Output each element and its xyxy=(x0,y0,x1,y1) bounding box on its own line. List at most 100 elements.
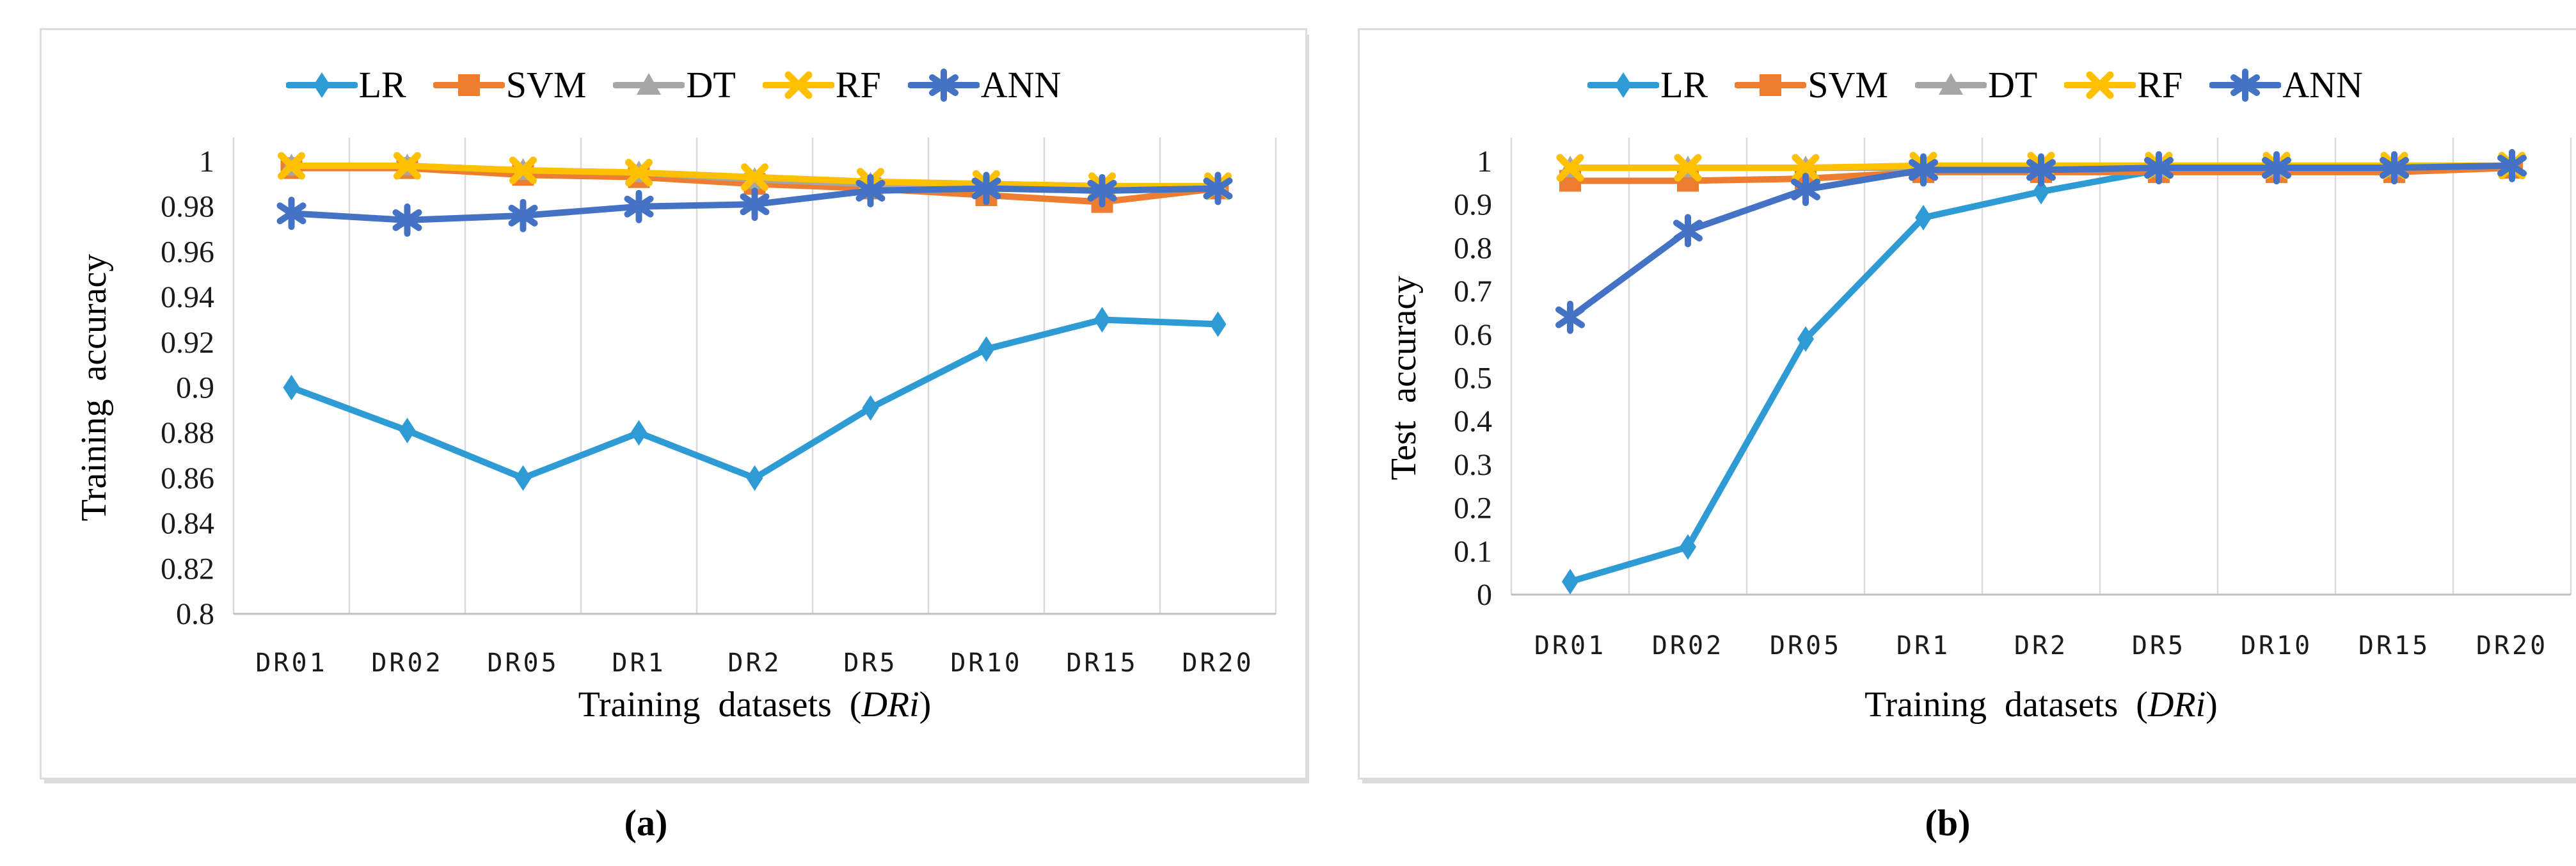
legend-label: SVM xyxy=(1808,64,1888,106)
legend-item-ann: ANN xyxy=(907,63,1061,106)
legend-item-lr: LR xyxy=(1587,63,1708,106)
x-tick-label: DR15 xyxy=(1066,648,1138,678)
legend-item-rf: RF xyxy=(2064,63,2182,106)
y-axis-title: Training accuracy xyxy=(74,254,114,522)
marker-lr xyxy=(283,374,300,401)
y-tick-label: 0 xyxy=(1477,578,1492,612)
legend-marker-glyph xyxy=(457,74,480,96)
x-tick-label: DR5 xyxy=(2132,631,2186,661)
legend-marker-lr-icon xyxy=(1587,72,1660,98)
marker-lr xyxy=(1209,311,1227,337)
legend-marker-glyph xyxy=(313,72,330,98)
legend-a: LR SVM DT RF ANN xyxy=(42,63,1305,106)
marker-rf xyxy=(278,152,305,180)
y-tick-label: 0.86 xyxy=(161,461,214,495)
y-tick-label: 0.3 xyxy=(1454,448,1492,482)
marker-ann xyxy=(2262,151,2291,185)
marker-lr xyxy=(514,465,532,491)
legend-item-svm: SVM xyxy=(433,63,586,106)
marker-rf xyxy=(1792,154,1820,182)
panel-test-accuracy: LR SVM DT RF ANN 1 0.9 0.8 0.7 0.6 0.5 0.4 0.3 0.2 0.… xyxy=(1358,28,2576,780)
legend-marker-svm-icon xyxy=(433,74,505,96)
y-tick-label: 0.8 xyxy=(1454,231,1492,265)
y-tick-label: 0.92 xyxy=(161,326,214,360)
x-tick-label: DR20 xyxy=(2476,631,2548,661)
x-tick-label: DR10 xyxy=(950,648,1022,678)
legend-item-ann: ANN xyxy=(2209,63,2363,106)
marker-ann xyxy=(392,203,422,237)
legend-marker-glyph xyxy=(1615,72,1632,98)
test-accuracy-chart: 1 0.9 0.8 0.7 0.6 0.5 0.4 0.3 0.2 0.1 0 DR01 DR02 DR0… xyxy=(1384,138,2572,725)
y-tick-label: 0.5 xyxy=(1454,362,1492,396)
marker-ann xyxy=(855,173,886,207)
legend-label: ANN xyxy=(2282,64,2363,106)
legend-marker-lr-icon xyxy=(285,72,358,98)
x-tick-label: DR15 xyxy=(2358,631,2430,661)
legend-marker-glyph xyxy=(637,72,662,95)
marker-lr xyxy=(630,420,648,446)
marker-ann xyxy=(508,198,538,232)
legend-marker-glyph xyxy=(2086,71,2114,99)
x-tick-label: DR2 xyxy=(727,648,781,678)
marker-lr xyxy=(1915,205,1932,231)
legend-marker-rf-icon xyxy=(2064,71,2136,99)
x-tick-label: DR01 xyxy=(1534,631,1606,661)
x-tick-label: DR01 xyxy=(255,648,327,678)
legend-label: RF xyxy=(2137,64,2183,106)
y-tick-label: 0.8 xyxy=(176,597,214,631)
series-line-lr xyxy=(288,316,1221,481)
series-line-lr xyxy=(1567,162,2515,585)
y-tick-label: 0.84 xyxy=(161,507,214,541)
marker-rf xyxy=(741,163,768,191)
legend-label: RF xyxy=(835,64,881,106)
legend-item-svm: SVM xyxy=(1735,63,1888,106)
x-tick-label: DR5 xyxy=(843,648,897,678)
legend-marker-svm-icon xyxy=(1735,74,1807,96)
x-axis-title: Training datasets (DRi) xyxy=(578,685,932,725)
legend-marker-dt-icon xyxy=(1914,72,1987,95)
legend-label: DT xyxy=(686,64,736,106)
marker-lr xyxy=(399,417,416,444)
x-tick-label: DR05 xyxy=(1770,631,1841,661)
legend-b: LR SVM DT RF ANN xyxy=(1360,63,2576,106)
marker-ann xyxy=(1909,153,1938,187)
x-tick-label: DR02 xyxy=(1652,631,1724,661)
caption-a: (a) xyxy=(624,802,668,844)
marker-lr xyxy=(978,336,995,362)
marker-ann xyxy=(624,189,654,223)
y-tick-label: 0.96 xyxy=(161,235,214,269)
legend-marker-glyph xyxy=(1938,72,1963,95)
legend-marker-rf-icon xyxy=(762,71,834,99)
y-tick-label: 0.1 xyxy=(1454,534,1492,568)
y-tick-label: 1 xyxy=(199,145,214,179)
legend-label: DT xyxy=(1987,64,2038,106)
y-tick-label: 0.98 xyxy=(161,190,214,224)
legend-marker-ann-icon xyxy=(907,68,980,102)
marker-lr xyxy=(1093,307,1111,333)
marker-ann xyxy=(1555,300,1585,334)
y-tick-label: 0.9 xyxy=(1454,188,1492,222)
legend-item-dt: DT xyxy=(1914,63,2038,106)
legend-label: LR xyxy=(1660,64,1708,106)
x-tick-label: DR1 xyxy=(1896,631,1950,661)
training-accuracy-chart: 1 0.98 0.96 0.94 0.92 0.9 0.88 0.86 0.84 0.82 0.8 D… xyxy=(74,138,1277,725)
x-tick-label: DR2 xyxy=(2014,631,2068,661)
marker-rf xyxy=(625,159,653,187)
marker-ann xyxy=(2380,151,2409,185)
x-tick-label: DR02 xyxy=(371,648,443,678)
marker-rf xyxy=(394,152,421,180)
marker-ann xyxy=(740,188,770,221)
marker-ann xyxy=(2026,153,2056,187)
marker-lr xyxy=(2033,179,2049,205)
y-tick-label: 0.9 xyxy=(176,371,214,405)
y-tick-label: 0.4 xyxy=(1454,405,1492,438)
x-axis-title: Training datasets (DRi) xyxy=(1864,685,2218,725)
legend-marker-dt-icon xyxy=(613,72,685,95)
marker-lr xyxy=(1680,534,1696,560)
y-tick-label: 0.88 xyxy=(161,416,214,450)
legend-label: LR xyxy=(358,64,406,106)
legend-marker-glyph xyxy=(928,68,958,102)
caption-b: (b) xyxy=(1925,802,1971,844)
marker-ann xyxy=(1791,173,1820,207)
